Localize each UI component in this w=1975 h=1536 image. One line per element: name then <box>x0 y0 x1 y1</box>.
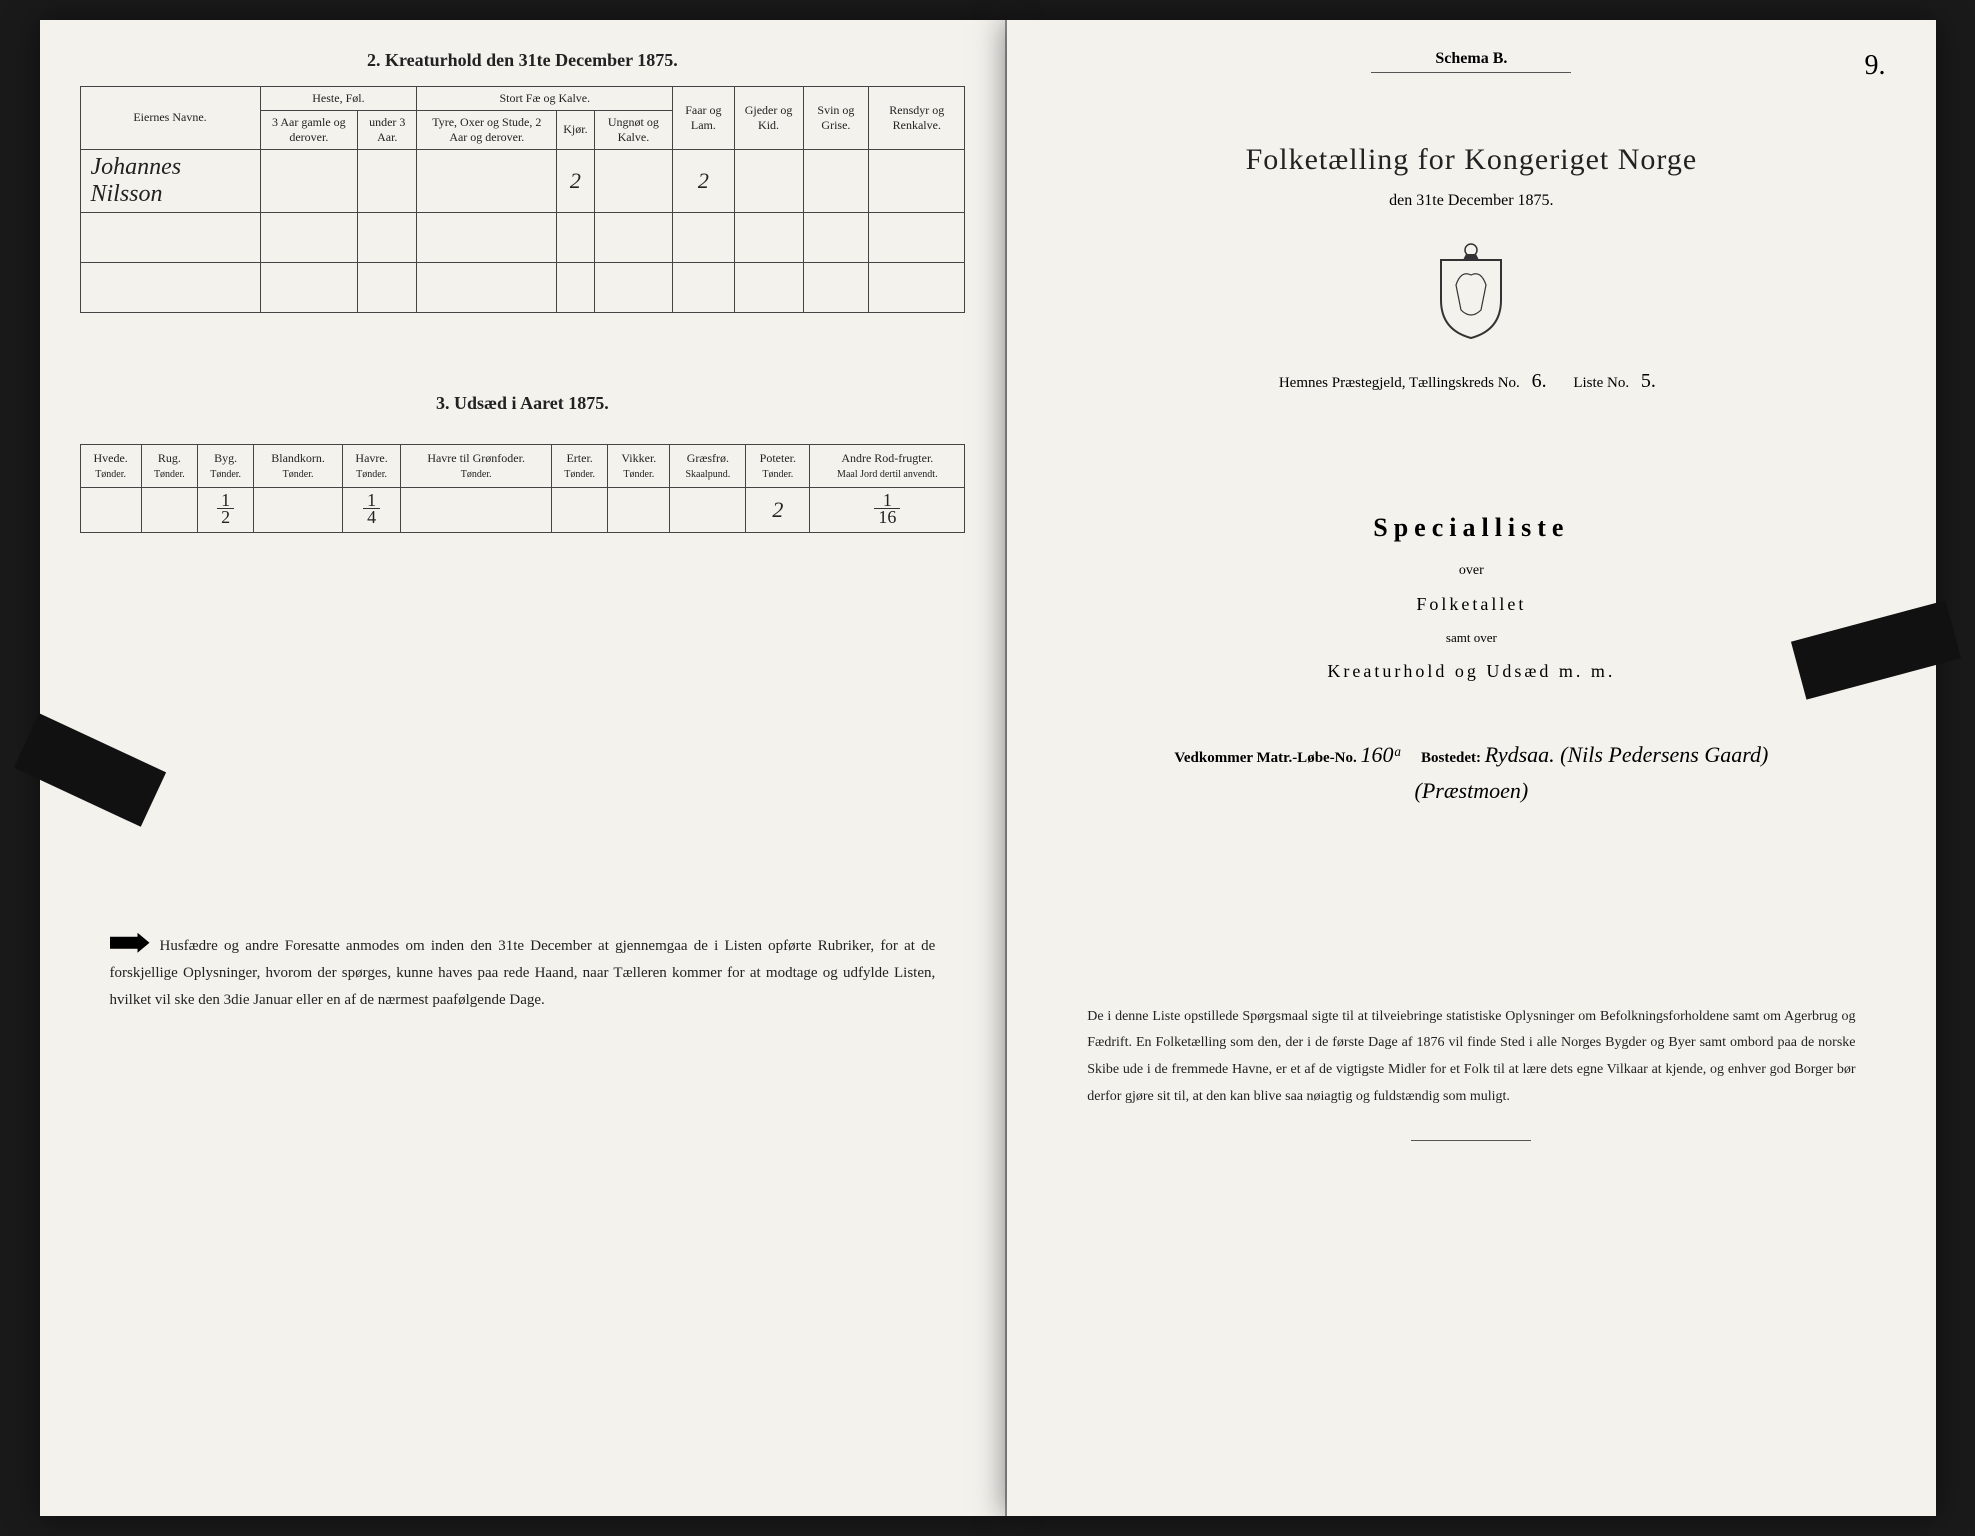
section3-title: 3. Udsæd i Aaret 1875. <box>80 393 966 414</box>
col-erter: Erter.Tønder. <box>552 444 608 487</box>
cell <box>254 487 343 532</box>
table-row: Johannes Nilsson 2 2 <box>80 149 965 212</box>
cell-byg: 12 <box>198 487 254 532</box>
col-blandkorn: Blandkorn.Tønder. <box>254 444 343 487</box>
col-stort-b: Kjør. <box>557 110 594 149</box>
pointer-icon <box>110 933 150 953</box>
col-heste: Heste, Føl. <box>260 86 417 110</box>
cell-kjor: 2 <box>557 149 594 212</box>
cell <box>417 149 557 212</box>
col-hvede: Hvede.Tønder. <box>80 444 141 487</box>
col-vikker: Vikker.Tønder. <box>608 444 670 487</box>
cell-poteter: 2 <box>746 487 810 532</box>
col-rensdyr: Rensdyr og Renkalve. <box>869 86 965 149</box>
col-stort-a: Tyre, Oxer og Stude, 2 Aar og derover. <box>417 110 557 149</box>
footer-rule <box>1411 1140 1531 1141</box>
specialliste-title: Specialliste <box>1067 513 1875 543</box>
col-gjeder: Gjeder og Kid. <box>734 86 803 149</box>
col-gras: Græsfrø.Skaalpund. <box>670 444 746 487</box>
cell <box>401 487 552 532</box>
coat-of-arms-icon <box>1431 240 1511 340</box>
cell-havre: 14 <box>342 487 400 532</box>
owner-name: Johannes Nilsson <box>80 149 260 212</box>
binder-clip-left <box>13 713 165 827</box>
table-row: 12 14 2 116 <box>80 487 965 532</box>
schema-label: Schema B. <box>1371 50 1571 73</box>
col-heste-b: under 3 Aar. <box>358 110 417 149</box>
col-stort-c: Ungnøt og Kalve. <box>594 110 673 149</box>
table-row <box>80 212 965 262</box>
col-heste-a: 3 Aar gamle og derover. <box>260 110 358 149</box>
col-stort: Stort Fæ og Kalve. <box>417 86 673 110</box>
col-havre-gron: Havre til Grønfoder.Tønder. <box>401 444 552 487</box>
col-faar: Faar og Lam. <box>673 86 734 149</box>
cell <box>80 487 141 532</box>
cell <box>260 149 358 212</box>
left-page: 2. Kreaturhold den 31te December 1875. E… <box>40 20 1008 1517</box>
col-rug: Rug.Tønder. <box>141 444 197 487</box>
over-label: over <box>1067 563 1875 579</box>
col-havre: Havre.Tønder. <box>342 444 400 487</box>
page-number: 9. <box>1865 50 1886 82</box>
section2-title: 2. Kreaturhold den 31te December 1875. <box>80 50 966 71</box>
cell <box>594 149 673 212</box>
cell <box>670 487 746 532</box>
col-andre: Andre Rod-frugter.Maal Jord dertil anven… <box>810 444 965 487</box>
col-svin: Svin og Grise. <box>803 86 869 149</box>
right-page: 9. Schema B. Folketælling for Kongeriget… <box>1007 20 1935 1517</box>
main-title: Folketælling for Kongeriget Norge <box>1067 143 1875 177</box>
col-byg: Byg.Tønder. <box>198 444 254 487</box>
bostedet-sub: (Præstmoen) <box>1067 778 1875 804</box>
cell <box>358 149 417 212</box>
cell <box>734 149 803 212</box>
folketallet-label: Folketallet <box>1067 594 1875 615</box>
cell <box>141 487 197 532</box>
cell <box>552 487 608 532</box>
right-footer-note: De i denne Liste opstillede Spørgsmaal s… <box>1067 1004 1875 1110</box>
district-line: Hemnes Præstegjeld, Tællingskreds No. 6.… <box>1067 370 1875 393</box>
samt-label: samt over <box>1067 630 1875 646</box>
col-owner: Eiernes Navne. <box>80 86 260 149</box>
kreaturhold-table: Eiernes Navne. Heste, Føl. Stort Fæ og K… <box>80 86 966 313</box>
udsaed-table: Hvede.Tønder. Rug.Tønder. Byg.Tønder. Bl… <box>80 444 966 533</box>
table-row <box>80 262 965 312</box>
col-poteter: Poteter.Tønder. <box>746 444 810 487</box>
sub-title: den 31te December 1875. <box>1067 192 1875 210</box>
left-footer-note: Husfædre og andre Foresatte anmodes om i… <box>80 933 966 1014</box>
cell-faar: 2 <box>673 149 734 212</box>
vedkommer-line: Vedkommer Matr.-Løbe-No. 160ᵃ Bostedet: … <box>1067 742 1875 768</box>
cell <box>869 149 965 212</box>
cell <box>803 149 869 212</box>
binder-clip-right <box>1790 600 1960 699</box>
kreatur-label: Kreaturhold og Udsæd m. m. <box>1067 661 1875 682</box>
cell-andre: 116 <box>810 487 965 532</box>
cell <box>608 487 670 532</box>
